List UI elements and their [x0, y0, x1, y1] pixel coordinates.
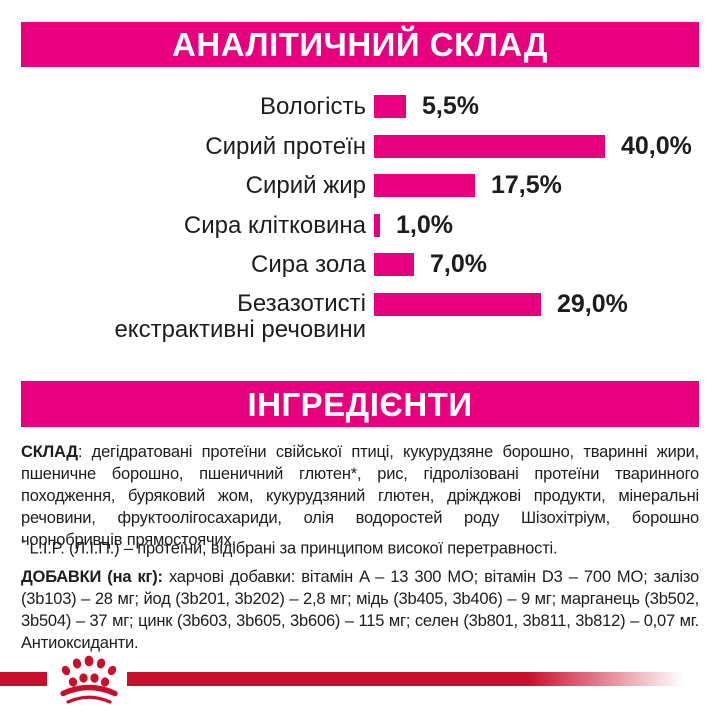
chart-row: Сирий жир 17,5%	[0, 171, 720, 199]
chart-value-label: 29,0%	[557, 289, 628, 318]
bar	[374, 95, 406, 118]
bar	[374, 174, 475, 197]
analytical-composition-title: АНАЛІТИЧНИЙ СКЛАД	[172, 26, 548, 63]
chart-value-label: 1,0%	[396, 210, 453, 239]
composition-text: : дегідратовані протеїни свійської птиці…	[21, 443, 699, 549]
bar	[374, 253, 414, 276]
chart-category-label: Сира клітковина	[183, 211, 366, 239]
royal-canin-crown-icon	[60, 655, 118, 704]
footer-rule-left	[0, 672, 47, 686]
ingredients-banner: ІНГРЕДІЄНТИ	[21, 381, 699, 427]
footer-rule-right	[127, 672, 684, 686]
chart-category-label: Сирий жир	[245, 172, 366, 199]
additives-text: харчові добавки: вітамін A – 13 300 МО; …	[21, 568, 700, 652]
composition-lead: СКЛАД	[21, 443, 78, 461]
chart-value-label: 40,0%	[621, 131, 692, 160]
chart-value-label: 5,5%	[422, 92, 479, 120]
bar	[374, 213, 380, 237]
ingredients-title: ІНГРЕДІЄНТИ	[247, 385, 473, 423]
chart-value-label: 17,5%	[491, 171, 562, 199]
chart-category-label: Безазотисті екстрактивні речовини	[114, 289, 366, 343]
composition-paragraph: СКЛАД: дегідратовані протеїни свійської …	[21, 441, 699, 551]
chart-row: Сира зола 7,0%	[0, 250, 720, 278]
lip-footnote: * L.I.P. (Л.І.П.) – протеїни, відібрані …	[21, 533, 699, 560]
additives-paragraph: ДОБАВКИ (на кг): харчові добавки: вітамі…	[21, 566, 699, 654]
bar	[374, 134, 605, 158]
chart-row: Сира клітковина 1,0%	[0, 210, 720, 239]
additives-lead: ДОБАВКИ (на кг):	[21, 568, 163, 586]
analytical-composition-chart: Вологість 5,5% Сирий протеїн 40,0% Сирий…	[0, 92, 720, 361]
bar	[374, 292, 541, 316]
chart-value-label: 7,0%	[430, 250, 487, 278]
chart-category-label: Вологість	[259, 93, 366, 120]
chart-row: Безазотисті екстрактивні речовини 29,0%	[0, 289, 720, 345]
footnote-text: L.I.P. (Л.І.П.) – протеїни, відібрані за…	[25, 539, 558, 558]
footnote-marker: *	[21, 538, 26, 550]
chart-row: Вологість 5,5%	[0, 92, 720, 120]
chart-category-label: Сира зола	[250, 251, 366, 278]
chart-row: Сирий протеїн 40,0%	[0, 131, 720, 160]
chart-category-label: Сирий протеїн	[205, 132, 366, 160]
analytical-composition-banner: АНАЛІТИЧНИЙ СКЛАД	[21, 22, 699, 67]
